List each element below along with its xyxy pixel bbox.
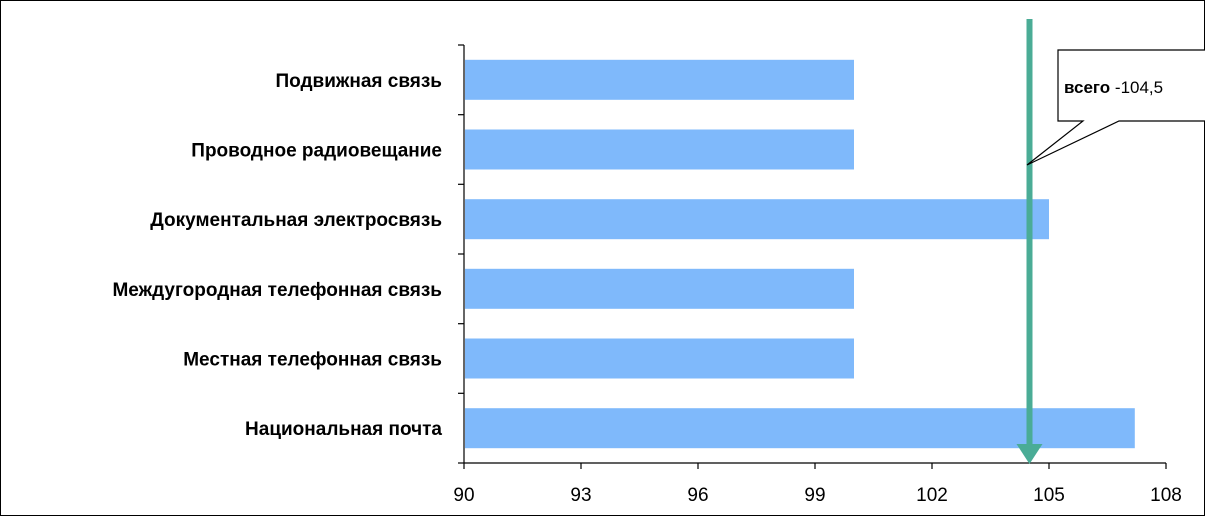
bar (465, 129, 854, 170)
reference-arrowhead (1016, 444, 1043, 464)
category-label: Национальная почта (245, 419, 442, 440)
x-tick-label: 108 (1150, 485, 1182, 506)
x-tick-label: 96 (687, 485, 708, 506)
category-label: Документальная электросвязь (150, 210, 442, 231)
category-label: Подвижная связь (275, 71, 442, 92)
callout: всего -104,5 (1026, 49, 1205, 166)
callout-bold-text: всего (1064, 78, 1110, 97)
category-label: Местная телефонная связь (183, 350, 442, 371)
bar (465, 59, 854, 100)
x-tick-label: 93 (570, 485, 591, 506)
category-label: Междугородная телефонная связь (112, 280, 442, 301)
bar (465, 268, 854, 309)
callout-label: всего -104,5 (1064, 78, 1163, 97)
bar (465, 408, 1135, 449)
callout-box (1026, 49, 1205, 166)
bar (465, 199, 1049, 240)
bars-layer (465, 59, 1135, 449)
bar (465, 338, 854, 379)
x-tick-label: 102 (916, 485, 948, 506)
axis-layer: Подвижная связь Проводное радиовещание Док… (112, 44, 1182, 506)
category-label: Проводное радиовещание (191, 141, 442, 162)
x-tick-label: 105 (1033, 485, 1065, 506)
reference-line-layer (1016, 19, 1043, 464)
x-tick-label: 99 (804, 485, 825, 506)
callout-value-text: -104,5 (1110, 78, 1163, 97)
x-tick-label: 90 (453, 485, 474, 506)
